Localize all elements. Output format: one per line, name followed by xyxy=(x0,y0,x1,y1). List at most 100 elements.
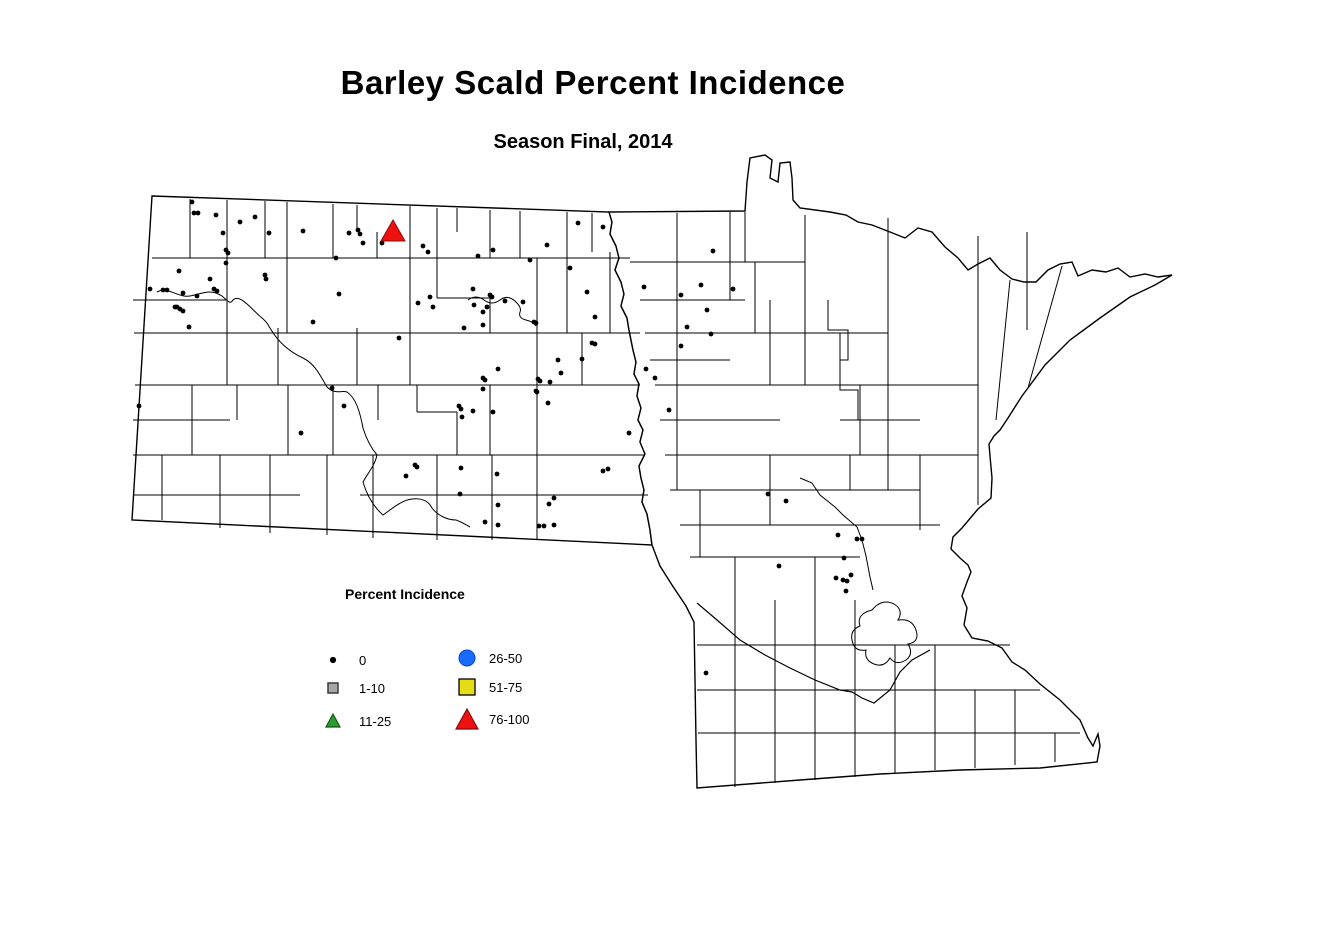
legend-title: Percent Incidence xyxy=(345,586,465,602)
survey-point-zero xyxy=(833,575,839,581)
survey-point-zero xyxy=(489,294,495,300)
survey-point-zero xyxy=(567,265,573,271)
survey-point-zero xyxy=(555,357,561,363)
survey-point-zero xyxy=(415,300,421,306)
legend-item-1-10: 1-10 xyxy=(325,676,385,700)
blue-circle-icon xyxy=(455,646,479,670)
survey-point-zero xyxy=(225,250,231,256)
page-subtitle: Season Final, 2014 xyxy=(493,131,673,153)
survey-point-zero xyxy=(641,284,647,290)
survey-point-zero xyxy=(704,307,710,313)
survey-point-zero xyxy=(333,255,339,261)
survey-point-zero xyxy=(458,465,464,471)
survey-point-zero xyxy=(191,210,197,216)
survey-point-zero xyxy=(551,522,557,528)
sheyenne-river xyxy=(467,296,537,327)
survey-point-zero xyxy=(575,220,581,226)
survey-point-zero xyxy=(533,320,539,326)
survey-point-zero xyxy=(541,523,547,529)
zero-dot-icon xyxy=(325,648,349,672)
survey-point-zero xyxy=(730,286,736,292)
survey-point-zero xyxy=(160,287,166,293)
legend-grid: 0 1-10 11-25 26-50 51-75 xyxy=(324,616,585,746)
survey-point-zero xyxy=(396,335,402,341)
survey-point-zero xyxy=(480,322,486,328)
survey-point-zero xyxy=(558,370,564,376)
survey-point-zero xyxy=(840,577,846,583)
survey-point-zero xyxy=(776,563,782,569)
survey-point-zero xyxy=(710,248,716,254)
survey-point-zero xyxy=(425,249,431,255)
survey-point-zero xyxy=(502,298,508,304)
nd-county-lines-horizontal xyxy=(133,257,648,496)
survey-point-zero xyxy=(495,366,501,372)
survey-point-zero xyxy=(527,257,533,263)
legend-item-51-75: 51-75 xyxy=(455,675,522,699)
survey-point-zero xyxy=(266,230,272,236)
survey-point-zero xyxy=(360,240,366,246)
survey-point-zero xyxy=(136,403,142,409)
survey-point-zero xyxy=(427,294,433,300)
legend-item-label: 1-10 xyxy=(359,680,386,696)
legend-item-26-50: 26-50 xyxy=(455,646,522,670)
survey-point-zero xyxy=(537,378,543,384)
survey-point-zero xyxy=(534,389,540,395)
survey-point-zero xyxy=(336,291,342,297)
legend-item-76-100: 76-100 xyxy=(454,707,529,731)
survey-point-zero xyxy=(854,536,860,542)
survey-point-zero xyxy=(403,473,409,479)
survey-point-zero xyxy=(843,588,849,594)
survey-point-zero xyxy=(708,331,714,337)
legend-item-11-25: 11-25 xyxy=(324,709,391,733)
legend-item-label: 0 xyxy=(359,652,367,668)
survey-point-zero xyxy=(237,219,243,225)
survey-point-zero xyxy=(678,292,684,298)
survey-point-zero xyxy=(346,230,352,236)
survey-point-zero xyxy=(480,309,486,315)
survey-point-zero xyxy=(484,304,490,310)
survey-point-zero xyxy=(600,224,606,230)
survey-point-zero xyxy=(195,210,201,216)
survey-point-zero xyxy=(584,289,590,295)
mn-county-lines-south xyxy=(734,557,1056,787)
survey-point-zero xyxy=(420,243,426,249)
survey-point-76-100 xyxy=(380,218,406,242)
survey-point-zero xyxy=(600,468,606,474)
green-triangle-icon xyxy=(324,709,349,733)
page-title: Barley Scald Percent Incidence xyxy=(340,64,846,101)
survey-point-zero xyxy=(546,501,552,507)
survey-point-zero xyxy=(189,199,195,205)
survey-point-zero xyxy=(490,409,496,415)
minnesota-outline xyxy=(608,154,1173,789)
yellow-square-icon xyxy=(455,675,479,699)
survey-point-zero xyxy=(298,430,304,436)
survey-point-zero xyxy=(848,572,854,578)
survey-point-zero xyxy=(490,247,496,253)
survey-point-zero xyxy=(678,343,684,349)
survey-point-zero xyxy=(412,462,418,468)
survey-point-layer xyxy=(136,199,865,676)
survey-point-zero xyxy=(180,308,186,314)
survey-point-zero xyxy=(475,253,481,259)
survey-point-zero xyxy=(841,555,847,561)
map-legend: Percent Incidence 0 1-10 11-25 26-50 xyxy=(324,586,585,746)
north-dakota-outline xyxy=(131,195,653,546)
survey-point-zero xyxy=(164,287,170,293)
survey-point-zero xyxy=(605,466,611,472)
survey-point-zero xyxy=(147,286,153,292)
survey-point-zero xyxy=(520,299,526,305)
survey-point-zero xyxy=(186,324,192,330)
survey-point-zero xyxy=(471,302,477,308)
survey-point-zero xyxy=(213,212,219,218)
survey-point-zero xyxy=(536,523,542,529)
survey-point-zero xyxy=(457,491,463,497)
survey-point-zero xyxy=(482,377,488,383)
survey-point-zero xyxy=(180,290,186,296)
missouri-river xyxy=(156,289,471,528)
survey-point-zero xyxy=(214,288,220,294)
twin-cities-county-cluster xyxy=(851,601,918,666)
survey-point-zero xyxy=(459,414,465,420)
legend-item-0: 0 xyxy=(325,648,366,672)
survey-point-zero xyxy=(357,231,363,237)
survey-point-zero xyxy=(207,276,213,282)
